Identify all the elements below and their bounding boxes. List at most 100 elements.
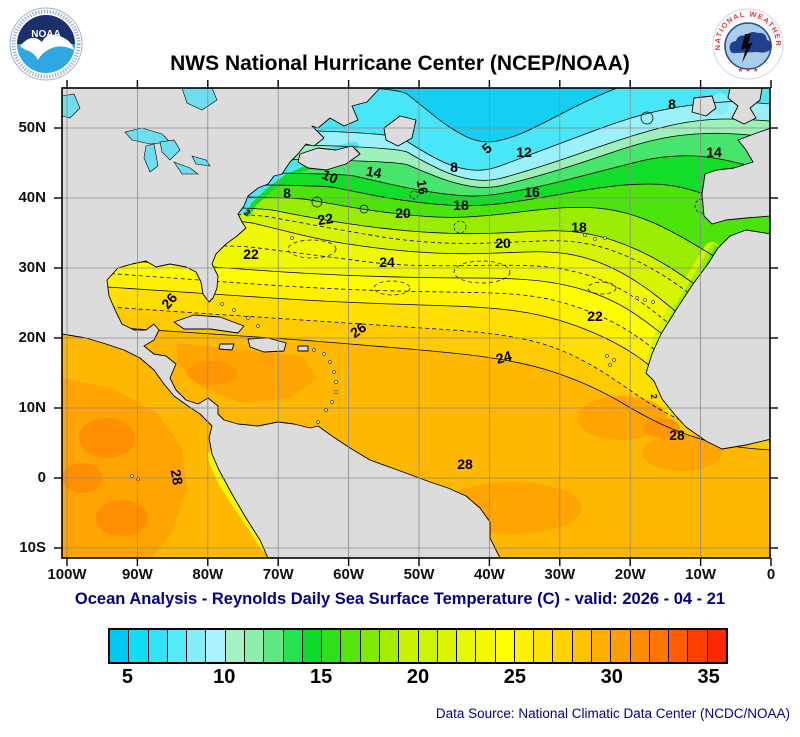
small-island — [330, 400, 334, 404]
warm-patch — [96, 500, 148, 536]
small-island — [332, 370, 336, 374]
small-island — [316, 420, 320, 424]
colorbar-segment — [418, 630, 438, 662]
contour-label-24: 24 — [494, 347, 513, 367]
temperature-colorbar — [108, 628, 728, 664]
colorbar-segment — [514, 630, 535, 662]
colorbar-segment — [630, 630, 650, 662]
small-island — [256, 324, 260, 328]
colorbar-segment — [225, 630, 245, 662]
contour-label-8: 8 — [283, 185, 291, 201]
contour-label-12: 12 — [516, 144, 532, 160]
small-island — [612, 358, 616, 362]
colorbar-segment — [148, 630, 168, 662]
lon-tick-label: 10W — [685, 566, 717, 583]
warm-patch — [177, 343, 317, 403]
contour-label-18: 18 — [571, 219, 587, 235]
lon-tick-label: 70W — [262, 566, 294, 583]
colorbar-segment — [495, 630, 515, 662]
colorbar-tick-label: 10 — [213, 666, 236, 688]
contour-label-28: 28 — [457, 456, 473, 472]
landmass — [218, 343, 235, 351]
lon-tick-label: 50W — [403, 566, 435, 583]
small-island — [608, 363, 612, 367]
small-island — [220, 302, 224, 306]
colorbar-segment — [283, 630, 303, 662]
lon-tick-label: 30W — [544, 566, 576, 583]
contour-label-28: 28 — [168, 468, 186, 486]
nws-stars: ★ ★ ★ — [737, 67, 758, 74]
contour-label-16: 16 — [524, 184, 540, 200]
lake — [191, 155, 211, 167]
warm-patch — [711, 93, 729, 115]
colorbar-segment — [264, 630, 284, 662]
colorbar-segment — [110, 630, 130, 662]
lake — [62, 93, 81, 119]
small-island — [130, 474, 134, 478]
small-island — [334, 390, 338, 394]
eddy-contour — [409, 190, 419, 200]
landmass — [727, 88, 763, 125]
colorbar-segment — [688, 630, 708, 662]
colorbar-segment — [707, 630, 726, 662]
eddy-contour-dashed — [587, 281, 617, 295]
noaa-logo: NOAA — [9, 7, 83, 81]
contour-label-2: 2 — [649, 393, 660, 400]
colorbar-tick-label: 15 — [310, 666, 333, 688]
lon-tick-label: 80W — [192, 566, 224, 583]
lake — [159, 139, 181, 161]
lat-tick-label: 50N — [18, 119, 46, 136]
isotherm-5 — [365, 88, 620, 143]
landmass — [297, 145, 361, 171]
contour-label-8: 8 — [450, 159, 458, 175]
colorbar-tick-label: 25 — [503, 666, 526, 688]
contour-label-10: 10 — [320, 166, 341, 187]
colorbar-segment — [592, 630, 612, 662]
colorbar-segment — [649, 630, 670, 662]
colorbar-segment — [437, 630, 458, 662]
small-island — [328, 360, 332, 364]
colorbar-segment — [302, 630, 323, 662]
contour-label-14: 14 — [365, 163, 383, 181]
contour-label-18: 18 — [453, 197, 469, 213]
nws-lightning-icon — [741, 34, 753, 63]
data-source-text: Data Source: National Climatic Data Cent… — [435, 706, 790, 721]
colorbar-segment — [457, 630, 477, 662]
colorbar-segment — [572, 630, 593, 662]
isotherm-18 — [62, 195, 770, 279]
contour-label-20: 20 — [495, 235, 511, 251]
isotherm-12 — [62, 132, 770, 188]
contour-label-28: 28 — [669, 427, 685, 443]
lake — [173, 161, 199, 175]
colorbar-segment — [187, 630, 207, 662]
colorbar-segment — [669, 630, 689, 662]
noaa-logo-label: NOAA — [31, 29, 60, 40]
colorbar-segment — [129, 630, 149, 662]
colorbar-segment — [534, 630, 554, 662]
small-island — [635, 296, 639, 300]
lake — [181, 88, 218, 111]
colorbar-tick-label: 5 — [121, 666, 133, 688]
small-island — [290, 236, 294, 240]
colorbar-segment — [379, 630, 400, 662]
colorbar-tick-label: 30 — [600, 666, 623, 688]
small-island — [603, 236, 607, 240]
small-island — [643, 298, 647, 302]
colorbar-segment — [611, 630, 631, 662]
nws-cloud-icon — [729, 32, 772, 54]
landmass — [383, 115, 417, 147]
eddy-contour — [311, 196, 323, 208]
sst-band-below-5 — [370, 88, 618, 142]
lon-tick-label: 90W — [121, 566, 153, 583]
contour-label-22: 22 — [243, 246, 259, 262]
small-island — [232, 308, 236, 312]
small-island — [334, 380, 338, 384]
landmass — [701, 127, 770, 225]
colorbar-segment — [322, 630, 342, 662]
lon-tick-label: 0 — [766, 566, 776, 583]
contour-label-2: 2 — [242, 207, 252, 218]
colorbar-segment — [167, 630, 188, 662]
small-island — [593, 237, 597, 241]
